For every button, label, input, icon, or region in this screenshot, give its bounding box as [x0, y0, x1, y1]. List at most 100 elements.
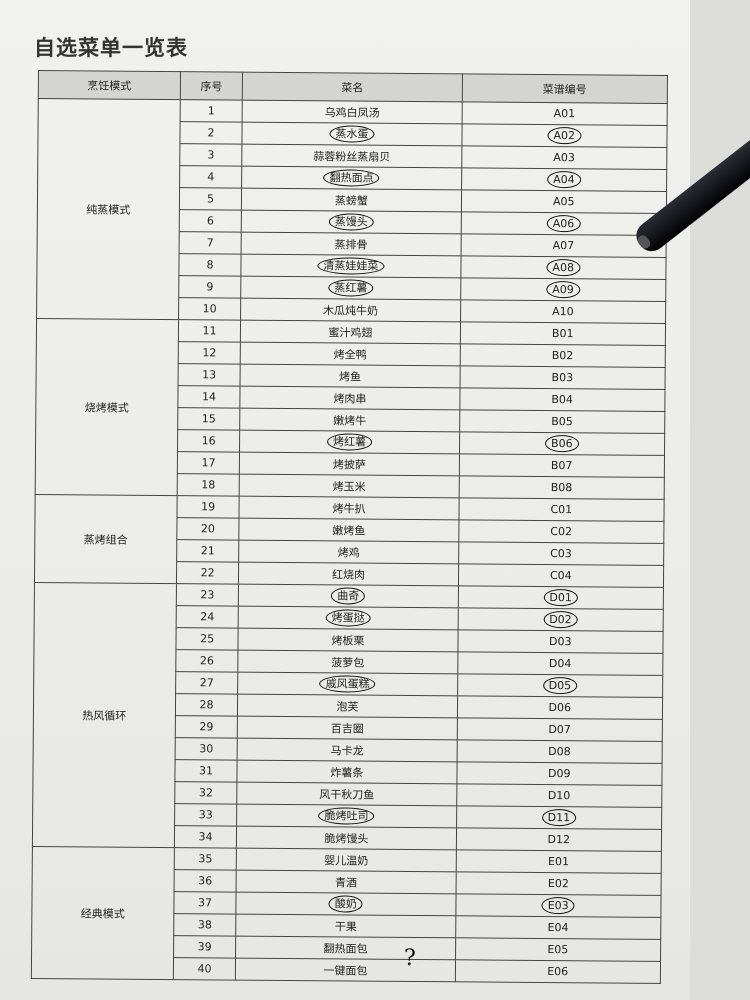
dish-name-cell: 木瓜炖牛奶	[240, 298, 461, 322]
menu-table: 烹饪模式 序号 菜名 菜谱编号 纯蒸模式 1 乌鸡白凤汤 A01 2 蒸水蛋 A02 3 蒜蓉粉…	[31, 70, 668, 984]
dish-name-cell: 红烧肉	[238, 562, 459, 586]
dish-name: 烤牛扒	[332, 501, 366, 516]
dish-name-cell: 烤红薯	[239, 430, 460, 454]
recipe-code-cell: B01	[459, 321, 666, 346]
dish-name: 翻热面点	[323, 169, 380, 187]
number-cell: 28	[175, 693, 238, 717]
header-number: 序号	[180, 71, 243, 101]
dish-name-cell: 烤板栗	[238, 628, 458, 652]
page-title: 自选菜单一览表	[34, 36, 188, 60]
dish-name: 烤披萨	[332, 457, 366, 472]
dish-name: 蒸馒头	[328, 213, 374, 231]
dish-name-cell: 烤披萨	[239, 452, 460, 476]
number-cell: 10	[178, 297, 242, 321]
dish-name-cell: 马卡龙	[237, 738, 457, 762]
recipe-code: B02	[551, 349, 574, 363]
number-cell: 31	[174, 759, 238, 783]
number-cell: 3	[179, 143, 243, 167]
number-cell: 19	[176, 495, 240, 519]
dish-name: 青酒	[335, 875, 358, 890]
recipe-code-cell: A04	[461, 167, 667, 192]
number-cell: 14	[177, 385, 241, 409]
dish-name: 红烧肉	[331, 567, 366, 582]
paper-page	[0, 0, 690, 1000]
recipe-code: A04	[547, 171, 581, 189]
number-cell: 22	[176, 561, 239, 585]
recipe-code: B06	[544, 434, 579, 453]
recipe-code: A01	[553, 107, 576, 121]
header-dish-name: 菜名	[242, 72, 463, 102]
recipe-code: B08	[550, 481, 573, 495]
number-cell: 8	[178, 253, 242, 277]
recipe-code: C01	[550, 503, 573, 517]
recipe-code-cell: E01	[455, 849, 662, 874]
dish-name-cell: 婴儿温奶	[236, 848, 456, 872]
number-cell: 20	[176, 517, 240, 541]
recipe-code: E06	[547, 965, 569, 979]
recipe-code-cell: E05	[455, 937, 661, 962]
dish-name-cell: 蒸水蛋	[242, 122, 462, 146]
number-cell: 11	[178, 319, 241, 343]
recipe-code: E03	[541, 896, 575, 915]
recipe-code-cell: D01	[457, 585, 664, 610]
dish-name: 一键面包	[323, 963, 368, 978]
dish-name: 蒜蓉粉丝蒸扇贝	[313, 149, 391, 164]
number-cell: 30	[174, 737, 238, 761]
dish-name: 蒸螃蟹	[334, 193, 368, 208]
dish-name-cell: 脆烤吐司	[236, 804, 457, 828]
dish-name-cell: 烤玉米	[239, 474, 459, 498]
recipe-code: C02	[550, 525, 573, 539]
recipe-code-cell: A05	[460, 189, 667, 214]
dish-name-cell: 烤鱼	[240, 364, 460, 388]
dish-name: 烤蛋挞	[325, 609, 371, 627]
number-cell: 35	[174, 847, 237, 871]
recipe-code-cell: D09	[456, 761, 663, 786]
recipe-code: D08	[548, 745, 571, 759]
recipe-code-cell: B06	[459, 431, 665, 456]
recipe-code: A07	[552, 239, 575, 253]
number-cell: 18	[176, 473, 240, 497]
cooking-mode-cell: 纯蒸模式	[36, 98, 181, 320]
number-cell: 37	[173, 891, 237, 915]
recipe-code: B05	[551, 415, 573, 429]
number-cell: 24	[175, 605, 239, 629]
recipe-code-cell: A08	[460, 255, 667, 280]
recipe-code: A02	[547, 127, 582, 145]
dish-name-cell: 烤牛扒	[239, 496, 459, 520]
recipe-code-cell: D03	[457, 629, 664, 654]
recipe-code-cell: C01	[458, 497, 665, 522]
recipe-code-cell: C02	[458, 519, 664, 544]
recipe-code: D01	[543, 588, 578, 607]
dish-name-cell: 蒜蓉粉丝蒸扇贝	[242, 144, 462, 168]
number-cell: 2	[179, 121, 243, 145]
dish-name-cell: 酸奶	[236, 892, 456, 916]
dish-name: 脆烤吐司	[318, 807, 375, 825]
cooking-mode-cell: 烧烤模式	[35, 318, 179, 496]
dish-name-cell: 乌鸡白凤汤	[242, 100, 462, 124]
dish-name: 戚风蛋糕	[319, 675, 376, 693]
number-cell: 34	[174, 825, 237, 849]
handwritten-question-mark: ?	[404, 946, 416, 971]
recipe-code: A09	[546, 280, 580, 299]
recipe-code-cell: A02	[461, 123, 668, 148]
number-cell: 12	[177, 341, 241, 365]
recipe-code-cell: D05	[457, 673, 663, 698]
recipe-code-cell: D08	[456, 739, 663, 764]
dish-name-cell: 戚风蛋糕	[237, 672, 458, 696]
recipe-code-cell: B03	[459, 365, 666, 390]
recipe-code: D12	[547, 833, 571, 847]
number-cell: 23	[176, 583, 239, 607]
dish-name-cell: 嫩烤牛	[240, 408, 460, 432]
recipe-code-cell: E04	[455, 915, 661, 940]
header-recipe-code: 菜谱编号	[461, 73, 668, 104]
dish-name-cell: 烤蛋挞	[238, 606, 458, 630]
dish-name: 马卡龙	[330, 743, 364, 758]
recipe-code: D11	[541, 808, 577, 827]
dish-name: 乌鸡白凤汤	[324, 105, 380, 120]
recipe-code-cell: E02	[455, 871, 662, 896]
recipe-code-cell: D10	[456, 783, 662, 808]
number-cell: 6	[179, 209, 242, 233]
number-cell: 38	[173, 913, 237, 937]
dish-name: 菠萝包	[331, 655, 365, 670]
recipe-code-cell: D07	[456, 717, 663, 742]
